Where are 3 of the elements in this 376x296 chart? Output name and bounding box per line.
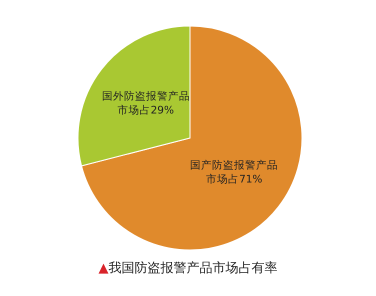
text: ▲我国防盗报警产品市场占有率 bbox=[98, 260, 278, 276]
slice-label: 国产防盗报警产品市场占71% bbox=[190, 158, 278, 186]
slice-label: 国外防盗报警产品市场占29% bbox=[102, 90, 190, 117]
